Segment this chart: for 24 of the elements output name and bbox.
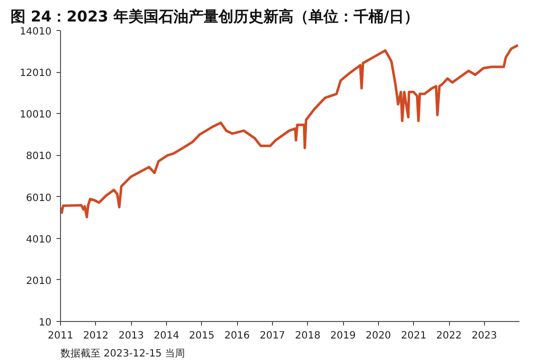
x-tick-label: 2015 [189, 330, 214, 342]
x-tick-label: 2019 [330, 330, 356, 342]
x-tick-label: 2021 [400, 330, 426, 342]
line-series [60, 44, 520, 218]
y-tick-label: 14010 [20, 26, 52, 38]
x-tick-label: 2012 [83, 330, 109, 342]
x-tick-label: 2014 [154, 330, 180, 342]
x-tick-label: 2011 [48, 330, 74, 342]
x-tick-label: 2013 [118, 330, 144, 342]
chart-title: 图 24：2023 年美国石油产量创历史新高（单位：千桶/日） [10, 8, 420, 26]
x-tick-label: 2017 [260, 330, 286, 342]
y-tick-label: 4010 [26, 234, 52, 246]
x-tick-label: 2018 [295, 330, 320, 342]
x-tick-label: 2023 [472, 330, 498, 342]
y-tick-label: 10 [38, 318, 52, 328]
text: 数据截至 2023-12-15 当周 [60, 348, 185, 360]
y-tick-label: 2010 [26, 276, 52, 287]
y-tick-label: 8010 [26, 151, 52, 162]
x-tick-label: 2022 [436, 330, 462, 342]
y-tick-label: 6010 [26, 192, 52, 204]
x-tick-label: 2016 [224, 330, 250, 342]
y-tick-label: 12010 [20, 68, 52, 80]
x-tick-label: 2020 [366, 330, 392, 342]
y-tick-label: 10010 [20, 110, 52, 121]
